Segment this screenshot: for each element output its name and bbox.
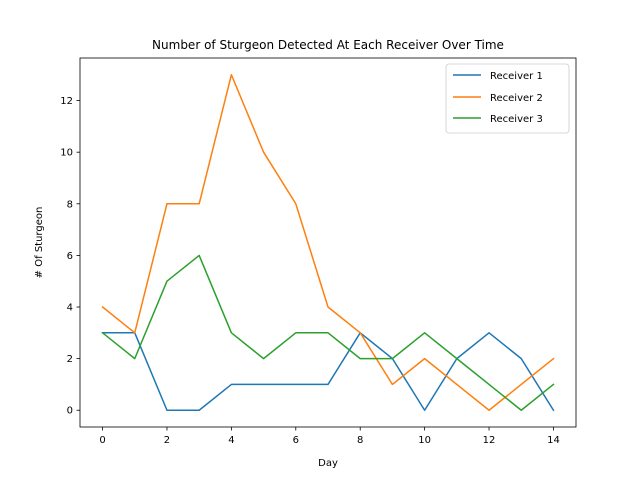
chart-title: Number of Sturgeon Detected At Each Rece… — [152, 38, 504, 52]
legend-label-receiver-2: Receiver 2 — [490, 93, 543, 104]
y-tick-label: 8 — [67, 199, 73, 210]
x-axis-label: Day — [318, 458, 338, 469]
x-tick-label: 2 — [164, 435, 170, 446]
series-line-receiver-2 — [101, 74, 555, 411]
x-tick-label: 12 — [483, 435, 496, 446]
y-tick-label: 0 — [67, 406, 73, 417]
x-tick-label: 10 — [418, 435, 431, 446]
legend-label-receiver-3: Receiver 3 — [490, 114, 543, 125]
x-tick-label: 4 — [228, 435, 234, 446]
x-tick-label: 14 — [547, 435, 560, 446]
y-tick-label: 4 — [67, 303, 73, 314]
plot-frame — [79, 57, 577, 428]
legend-box — [445, 63, 570, 134]
legend-label-receiver-1: Receiver 1 — [490, 71, 543, 82]
x-tick-label: 8 — [357, 435, 363, 446]
legend: Receiver 1 Receiver 2 Receiver 3 — [445, 63, 570, 134]
y-axis-label: # Of Sturgeon — [34, 207, 45, 279]
x-axis: 0 2 4 6 8 10 12 14 — [99, 427, 560, 446]
x-tick-label: 0 — [99, 435, 105, 446]
y-axis: 0 2 4 6 8 10 12 — [60, 96, 80, 417]
y-tick-label: 12 — [60, 96, 73, 107]
series-line-receiver-3 — [101, 254, 555, 411]
y-tick-label: 2 — [67, 354, 73, 365]
y-tick-label: 10 — [60, 148, 73, 159]
series-layer — [101, 74, 555, 412]
x-tick-label: 6 — [293, 435, 299, 446]
y-tick-label: 6 — [67, 251, 73, 262]
series-line-receiver-1 — [101, 332, 555, 412]
